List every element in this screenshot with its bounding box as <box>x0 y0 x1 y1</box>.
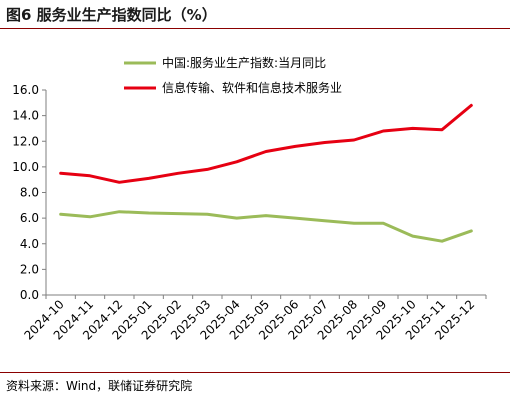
y-tick-label: 12.0 <box>12 134 39 148</box>
y-tick-label: 14.0 <box>12 109 39 123</box>
bottom-rule <box>0 372 510 373</box>
legend-label-0: 中国:服务业生产指数:当月同比 <box>162 55 326 70</box>
figure-title: 图6 服务业生产指数同比（%） <box>6 6 217 24</box>
series-line-1 <box>59 103 473 184</box>
source-note: 资料来源：Wind，联储证券研究院 <box>6 379 193 393</box>
y-tick-label: 16.0 <box>12 83 39 97</box>
axes: 0.02.04.06.08.010.012.014.016.02024-1020… <box>12 83 487 343</box>
y-tick-label: 6.0 <box>20 211 39 225</box>
plot-area <box>59 103 473 243</box>
y-tick-label: 10.0 <box>12 160 39 174</box>
y-tick-label: 8.0 <box>20 186 39 200</box>
y-tick-label: 0.0 <box>20 288 39 302</box>
y-tick-label: 4.0 <box>20 237 39 251</box>
title-rule <box>0 28 510 29</box>
y-tick-label: 2.0 <box>20 262 39 276</box>
legend-label-1: 信息传输、软件和信息技术服务业 <box>162 80 342 95</box>
series-line-0 <box>59 210 473 243</box>
